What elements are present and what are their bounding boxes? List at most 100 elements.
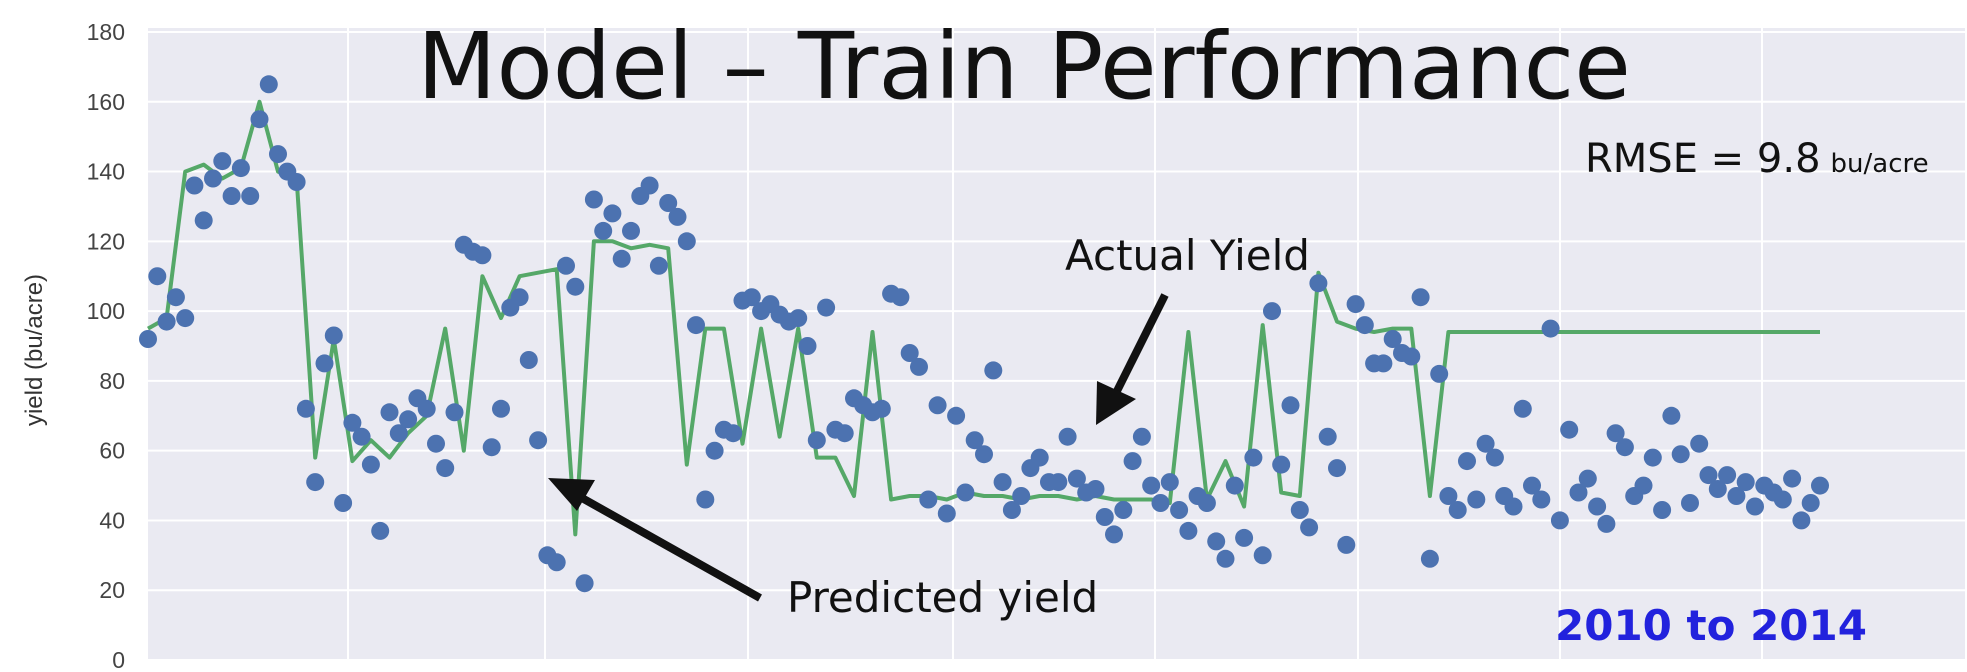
actual-yield-point: [1290, 501, 1309, 519]
actual-yield-point: [389, 424, 408, 443]
actual-yield-point: [1458, 452, 1476, 471]
actual-yield-point: [956, 483, 975, 502]
actual-yield-point: [1504, 497, 1523, 516]
actual-yield-point: [1643, 448, 1662, 467]
actual-yield-point: [789, 309, 808, 328]
actual-yield-point: [445, 403, 464, 422]
y-tick-label: 20: [99, 577, 125, 603]
actual-yield-point: [984, 361, 1003, 380]
actual-yield-point: [1337, 535, 1356, 554]
y-tick-label: 80: [99, 368, 125, 394]
actual-yield-point: [798, 337, 817, 355]
actual-yield-point: [287, 173, 306, 191]
actual-yield-point: [1671, 445, 1690, 464]
actual-yield-point: [975, 445, 993, 464]
actual-yield-point: [269, 145, 287, 164]
actual-yield-point: [1123, 452, 1142, 471]
actual-yield-point: [1718, 466, 1737, 485]
actual-yield-point: [1058, 427, 1077, 446]
actual-yield-point: [194, 211, 213, 230]
actual-yield-point: [380, 403, 399, 422]
actual-yield-point: [668, 207, 687, 226]
actual-yield-point: [1170, 501, 1189, 519]
y-tick-label: 60: [99, 438, 125, 464]
actual-yield-point: [1225, 476, 1244, 495]
actual-yield-point: [817, 298, 836, 317]
actual-yield-point: [241, 187, 260, 205]
actual-yield-point: [891, 288, 910, 307]
actual-yield-point: [1383, 330, 1402, 348]
actual-yield-point: [1309, 274, 1328, 293]
actual-yield-point: [937, 504, 956, 523]
actual-yield-point: [1374, 354, 1393, 373]
y-tick-label: 180: [87, 19, 125, 45]
actual-yield-point: [1811, 476, 1829, 495]
actual-yield-point: [473, 246, 492, 265]
actual-yield-point: [1578, 469, 1597, 488]
actual-yield-point: [1513, 399, 1532, 418]
actual-yield-point: [1244, 448, 1263, 467]
actual-yield-point: [1439, 487, 1458, 505]
actual-yield-point: [1300, 518, 1319, 537]
actual-yield-point: [1560, 420, 1579, 439]
actual-yield-point: [1523, 476, 1541, 495]
predicted-yield-label: Predicted yield: [787, 573, 1098, 622]
actual-yield-point: [343, 413, 362, 432]
actual-yield-point: [705, 441, 724, 460]
actual-yield-point: [1801, 494, 1820, 512]
actual-yield-point: [1179, 521, 1198, 540]
actual-yield-point: [1681, 494, 1699, 512]
actual-yield-point: [1012, 487, 1031, 505]
actual-yield-point: [547, 553, 566, 572]
actual-yield-point: [1235, 528, 1254, 547]
actual-yield-point: [1569, 483, 1588, 502]
actual-yield-point: [696, 490, 715, 509]
actual-yield-point: [1430, 364, 1449, 383]
actual-yield-point: [324, 326, 343, 345]
actual-yield-point: [204, 169, 222, 188]
actual-yield-point: [157, 312, 176, 331]
actual-yield-point: [1151, 494, 1170, 512]
actual-yield-point: [1420, 549, 1439, 568]
rmse-annotation: RMSE = 9.8 bu/acre: [1585, 136, 1929, 182]
actual-yield-point: [677, 232, 696, 251]
actual-yield-point: [1736, 473, 1755, 492]
actual-yield-point: [176, 309, 195, 328]
actual-yield-point: [659, 194, 678, 212]
plot-background: [148, 28, 1965, 660]
actual-yield-point: [1105, 525, 1123, 544]
actual-yield-point: [1690, 434, 1709, 453]
actual-yield-label: Actual Yield: [1065, 231, 1310, 280]
actual-yield-point: [919, 490, 938, 509]
actual-yield-point: [139, 330, 157, 348]
actual-series: [139, 75, 1829, 593]
actual-yield-point: [687, 316, 705, 335]
y-axis-label: yield (bu/acre): [21, 274, 48, 426]
rmse-unit: bu/acre: [1831, 149, 1929, 179]
actual-yield-point: [1216, 549, 1235, 568]
actual-yield-point: [724, 424, 743, 443]
actual-yield-point: [1708, 480, 1727, 498]
actual-yield-point: [1662, 406, 1681, 425]
actual-yield-point: [166, 288, 185, 307]
actual-yield-point: [352, 427, 371, 446]
actual-yield-point: [1197, 494, 1216, 512]
predicted-yield-arrow: [580, 494, 762, 602]
actual-yield-point: [807, 431, 826, 450]
actual-yield-point: [1476, 434, 1495, 453]
actual-yield-point: [1615, 438, 1634, 457]
actual-yield-point: [612, 249, 631, 268]
y-tick-labels: 0 20 40 60 80 100 120 140 160 180: [87, 19, 125, 672]
actual-yield-point: [1588, 497, 1607, 516]
predicted-yield-arrowhead: [548, 478, 595, 511]
actual-yield-point: [1318, 427, 1337, 446]
actual-yield-point: [492, 399, 510, 418]
actual-yield-point: [1653, 501, 1672, 519]
actual-yield-point: [361, 455, 380, 474]
actual-yield-point: [417, 399, 436, 418]
grid-lines: [148, 28, 1965, 661]
actual-yield-point: [1411, 288, 1430, 307]
actual-yield-point: [1132, 427, 1151, 446]
actual-yield-point: [306, 473, 325, 492]
